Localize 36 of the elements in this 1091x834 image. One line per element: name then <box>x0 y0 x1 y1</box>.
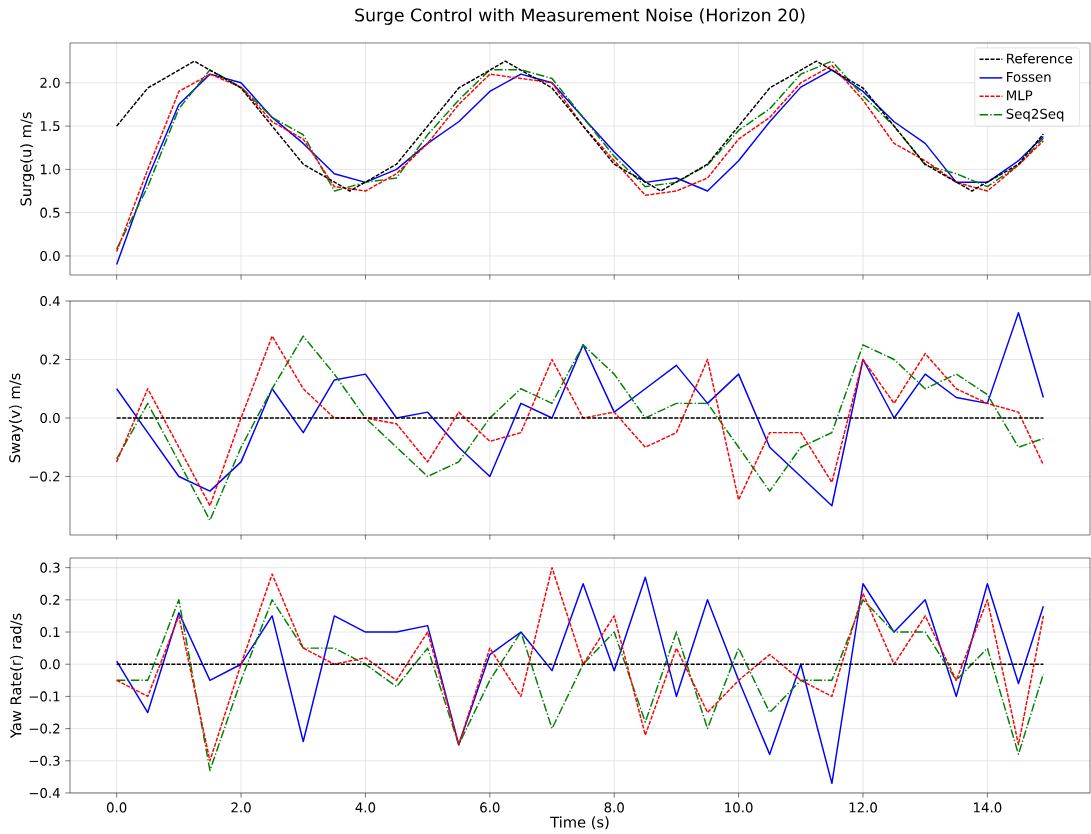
y-tick-label: −0.1 <box>29 691 60 702</box>
line-series <box>115 576 1045 785</box>
y-tick-label: 2.0 <box>40 77 60 88</box>
legend-label: MLP <box>1007 90 1033 101</box>
y-tick-label: 0.5 <box>40 207 60 218</box>
y-tick-label: 0.1 <box>40 626 60 638</box>
y-tick-label: 0.4 <box>40 295 60 307</box>
y-tick-label: 0.2 <box>40 594 60 605</box>
y-axis-title: Yaw Rate(r) rad/s <box>10 613 24 739</box>
y-tick-label: 1.0 <box>40 164 60 175</box>
y-tick-label: 0.0 <box>40 659 60 670</box>
y-tick-label: 0.0 <box>40 250 60 261</box>
y-tick-label: −0.3 <box>29 755 60 766</box>
line-series <box>115 566 1045 762</box>
y-tick-label: −0.4 <box>29 787 60 799</box>
x-tick-label: 14.0 <box>974 802 1002 813</box>
y-tick-label: 0.0 <box>40 412 60 424</box>
y-tick-label: 1.5 <box>40 121 60 132</box>
legend-label: Fossen <box>1007 72 1051 82</box>
legend-label: Reference <box>1007 53 1073 64</box>
x-tick-label: 12.0 <box>849 802 877 813</box>
legend-label: Seq2Seq <box>1006 108 1064 122</box>
x-tick-label: 10.0 <box>725 802 753 813</box>
x-tick-label: 4.0 <box>355 802 376 813</box>
y-tick-label: −0.2 <box>29 723 60 734</box>
chart-title: Surge Control with Measurement Noise (Horizon 20) <box>355 8 805 25</box>
x-tick-label: 0.0 <box>106 802 127 813</box>
y-axis-title: Surge(u) m/s <box>20 112 35 206</box>
y-axis-title: Sway(v) m/s <box>8 373 24 463</box>
x-tick-label: 2.0 <box>231 802 251 813</box>
x-tick-label: 8.0 <box>604 802 624 813</box>
y-tick-label: 0.2 <box>40 354 60 365</box>
x-axis-title: Time (s) <box>550 816 609 830</box>
x-tick-label: 6.0 <box>480 802 500 813</box>
y-tick-label: −0.2 <box>29 471 60 482</box>
y-tick-label: 0.3 <box>40 562 60 573</box>
